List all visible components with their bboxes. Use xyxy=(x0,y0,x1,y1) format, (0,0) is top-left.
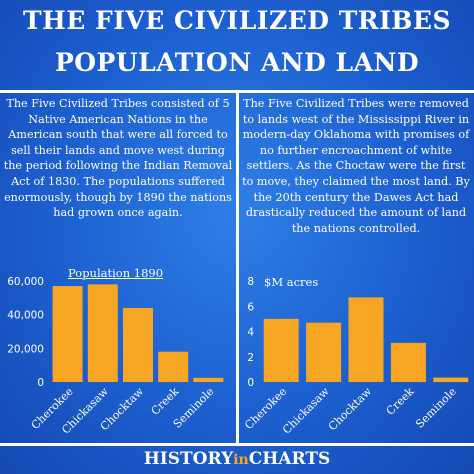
land-y-tick-label: 0 xyxy=(247,377,254,389)
page-title-line-1: THE FIVE CIVILIZED TRIBES xyxy=(22,6,452,35)
land-x-tick-label: Chickasaw xyxy=(280,385,332,437)
page-title-line-2: POPULATION AND LAND xyxy=(54,48,420,77)
land-x-tick-label: Seminole xyxy=(413,385,459,431)
bottom-divider xyxy=(0,443,474,446)
land-y-tick-label: 4 xyxy=(247,327,254,339)
land-x-tick-label: Chocktaw xyxy=(326,385,375,434)
land-bar-creek xyxy=(390,342,426,382)
center-divider xyxy=(236,93,239,443)
population-y-tick-label: 0 xyxy=(37,377,44,389)
land-bar-chickasaw xyxy=(306,322,342,382)
right-description: The Five Civilized Tribes were removed t… xyxy=(242,97,470,235)
land-chart-title: $M acres xyxy=(264,275,319,289)
land-bar-seminole xyxy=(433,377,469,382)
population-chart-title: Population 1890 xyxy=(68,266,164,280)
population-y-tick-label: 40,000 xyxy=(7,310,44,322)
population-bar-chocktaw xyxy=(123,307,153,382)
left-description: The Five Civilized Tribes consisted of 5… xyxy=(3,97,233,220)
population-bar-chickasaw xyxy=(87,284,118,382)
land-y-tick-label: 8 xyxy=(247,276,254,288)
land-bar-cherokee xyxy=(263,318,299,382)
population-bar-seminole xyxy=(193,377,224,382)
footer-brand-charts: CHARTS xyxy=(248,449,331,469)
footer-brand-history: HISTORY xyxy=(143,449,234,469)
top-divider xyxy=(0,90,474,93)
population-x-tick-label: Creek xyxy=(149,385,182,418)
population-bar-creek xyxy=(158,351,189,382)
population-bar-cherokee xyxy=(52,286,83,382)
footer-brand: HISTORYinCHARTS xyxy=(0,449,474,469)
footer-brand-in: in xyxy=(233,452,249,468)
land-bar-chocktaw xyxy=(348,297,384,382)
land-x-tick-label: Creek xyxy=(384,385,417,418)
land-y-tick-label: 2 xyxy=(247,352,254,364)
population-y-tick-label: 60,000 xyxy=(7,276,44,288)
land-y-tick-label: 6 xyxy=(247,301,254,313)
population-y-tick-label: 20,000 xyxy=(7,343,44,355)
